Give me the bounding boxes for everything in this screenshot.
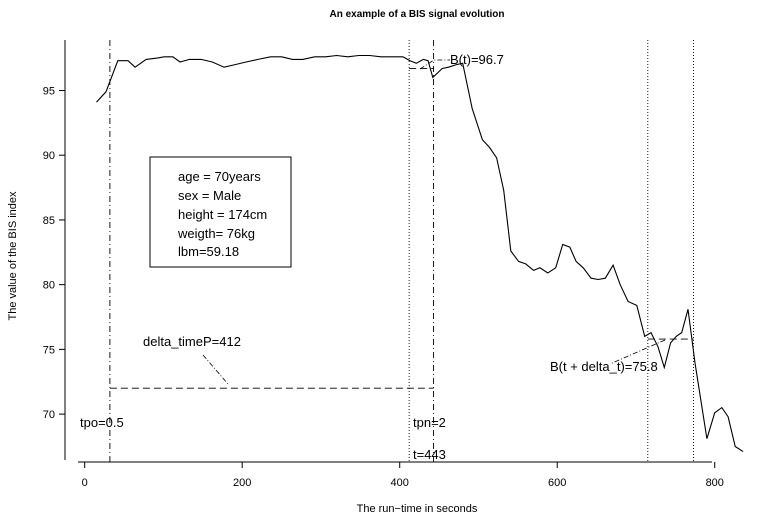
annotation-leaders [202,59,666,385]
x-tick-label: 0 [82,477,88,489]
y-axis-label: The value of the BIS index [7,191,19,321]
info-lbm: lbm=59.18 [178,244,239,259]
y-tick-label: 95 [43,85,55,97]
bt-annotation: B(t)=96.7 [450,52,504,67]
tpo-annotation: tpo=0.5 [80,415,124,430]
x-tick-label: 800 [706,477,724,489]
tpn-annotation: tpn=2 [413,415,446,430]
chart-title: An example of a BIS signal evolution [329,9,504,20]
x-axis-label: The run−time in seconds [357,503,478,515]
reference-lines [109,40,694,462]
y-ticks: 70 75 80 85 90 95 [43,85,65,421]
y-tick-label: 80 [43,280,55,292]
y-tick-label: 70 [43,409,55,421]
x-ticks: 0 200 400 600 800 [82,462,724,489]
info-height: height = 174cm [178,207,267,222]
info-sex: sex = Male [178,188,241,203]
info-box [149,156,292,268]
bt-leader [419,59,450,70]
info-age: age = 70years [178,169,261,184]
y-tick-label: 90 [43,150,55,162]
bt-delta-leader [609,339,666,365]
x-tick-label: 200 [233,477,251,489]
bt-delta-annotation: B(t + delta_t)=75.8 [550,359,658,374]
delta-time-leader [202,354,229,385]
x-tick-label: 400 [391,477,409,489]
x-tick-label: 600 [548,477,566,489]
y-tick-label: 75 [43,344,55,356]
t-annotation: t=443 [413,447,446,462]
info-weight: weigth= 76kg [177,226,255,241]
y-tick-label: 85 [43,215,55,227]
delta-time-annotation: delta_timeP=412 [143,334,241,349]
bis-series-line [96,54,744,453]
